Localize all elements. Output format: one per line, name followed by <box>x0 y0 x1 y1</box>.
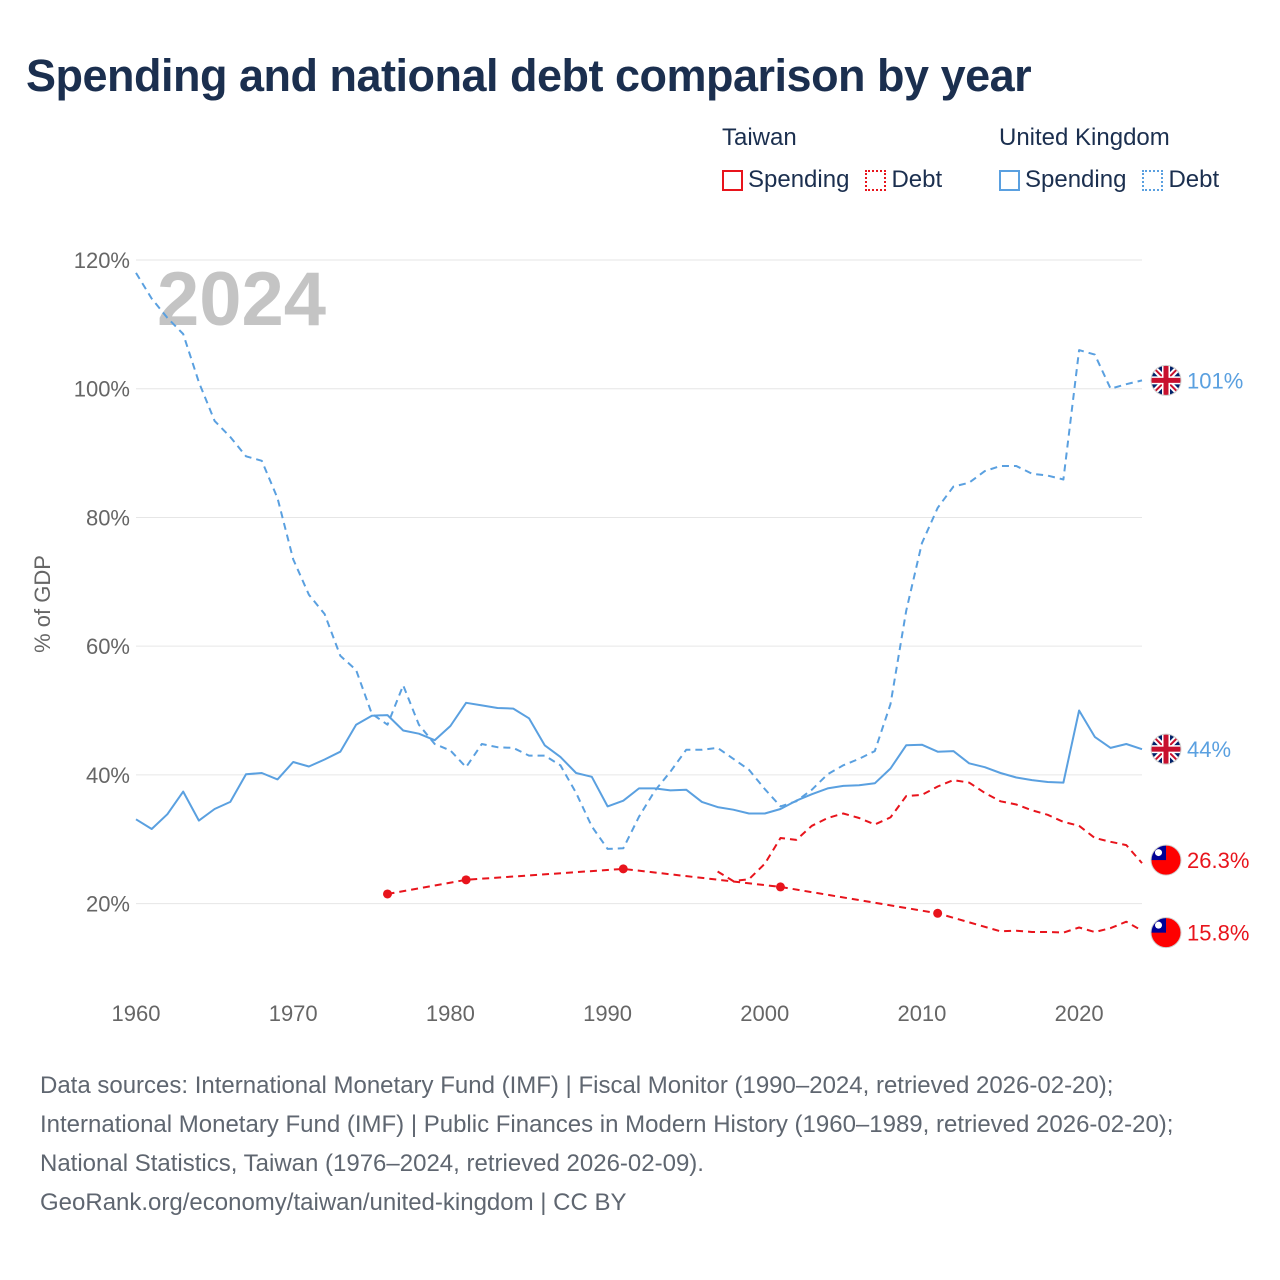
x-tick-label: 2020 <box>1055 1001 1104 1026</box>
legend-taiwan-title: Taiwan <box>722 124 797 151</box>
data-sources: Data sources: International Monetary Fun… <box>40 1072 1174 1177</box>
credit-link[interactable]: GeoRank.org/economy/taiwan/united-kingdo… <box>40 1189 627 1216</box>
y-tick-label: 60% <box>86 634 130 659</box>
chart-plot: 20% 40% 60% 80% 100% 120% 1960 1970 1980 1990 200… <box>30 248 1249 1026</box>
taiwan-flag-icon <box>1150 844 1182 876</box>
y-tick-label: 100% <box>74 377 130 402</box>
flag-cross-red <box>1163 734 1169 765</box>
y-tick-label: 40% <box>86 763 130 788</box>
series-line-united-kingdom-spending <box>135 701 1143 830</box>
series-line-taiwan-spending <box>387 867 1143 934</box>
flag-sun <box>1155 849 1162 857</box>
series-line-taiwan-debt <box>717 779 1143 883</box>
flag-cross-red <box>1163 365 1169 396</box>
legend-item-taiwan-debt[interactable]: Debt <box>865 166 942 194</box>
flag-outline <box>1150 364 1182 396</box>
x-tick-label: 1980 <box>426 1001 475 1026</box>
legend-label: Spending <box>748 166 850 193</box>
series-end-markers: 101% 44% 26.3% 15.8% <box>1150 364 1249 949</box>
legend-item-uk-spending[interactable]: Spending <box>999 166 1126 194</box>
flag-body <box>1151 365 1181 396</box>
x-tick-label: 1970 <box>269 1001 318 1026</box>
year-label: 2024 <box>157 257 326 342</box>
y-axis-label: % of GDP <box>30 555 55 653</box>
series-lines <box>135 272 1143 934</box>
flag-outline <box>1150 733 1182 765</box>
legend-swatch-dotted-blue <box>1142 169 1164 191</box>
uk-flag-icon <box>1150 733 1182 765</box>
legend-item-uk-debt[interactable]: Debt <box>1142 166 1219 194</box>
series-end-value-label: 44% <box>1187 737 1231 762</box>
y-axis-ticks: 20% 40% 60% 80% 100% 120% <box>74 248 130 917</box>
y-tick-label: 80% <box>86 505 130 530</box>
y-tick-label: 120% <box>74 248 130 273</box>
series-end-value-label: 101% <box>1187 368 1243 393</box>
series-end-value-label: 26.3% <box>1187 848 1249 873</box>
x-axis-ticks: 1960 1970 1980 1990 2000 2010 2020 <box>112 1001 1104 1026</box>
legend-taiwan: Taiwan Spending Debt <box>722 124 942 194</box>
flag-outline <box>1150 917 1182 949</box>
series-end-value-label: 15.8% <box>1187 921 1249 946</box>
data-point-marker <box>383 889 392 899</box>
footer: Data sources: International Monetary Fun… <box>40 1066 1240 1222</box>
legend-label: Debt <box>891 166 943 193</box>
series-line-united-kingdom-debt <box>135 272 1143 850</box>
taiwan-flag-icon <box>1150 917 1182 949</box>
chart-title: Spending and national debt comparison by… <box>26 50 1032 101</box>
flag-body <box>1151 734 1181 765</box>
data-point-marker <box>461 875 471 885</box>
y-tick-label: 20% <box>86 892 130 917</box>
flag-sun <box>1155 921 1162 929</box>
legend-label: Debt <box>1168 166 1220 193</box>
x-tick-label: 1990 <box>583 1001 632 1026</box>
legend-label: Spending <box>1025 166 1127 193</box>
legend-uk: United Kingdom Spending Debt <box>999 124 1219 194</box>
legend-swatch-dotted-red <box>865 169 887 191</box>
grid-lines <box>136 259 1142 905</box>
x-tick-label: 1960 <box>112 1001 161 1026</box>
data-point-marker <box>775 882 785 892</box>
x-tick-label: 2000 <box>740 1001 789 1026</box>
data-point-marker <box>618 864 628 874</box>
uk-flag-icon <box>1150 364 1182 396</box>
legend-swatch-solid-blue <box>999 169 1020 191</box>
legend-uk-title: United Kingdom <box>999 124 1170 151</box>
flag-outline <box>1150 844 1182 876</box>
flag-body <box>1151 917 1181 948</box>
legend-swatch-solid-red <box>722 169 743 191</box>
legend-item-taiwan-spending[interactable]: Spending <box>722 166 849 194</box>
x-tick-label: 2010 <box>897 1001 946 1026</box>
data-point-marker <box>933 908 943 918</box>
